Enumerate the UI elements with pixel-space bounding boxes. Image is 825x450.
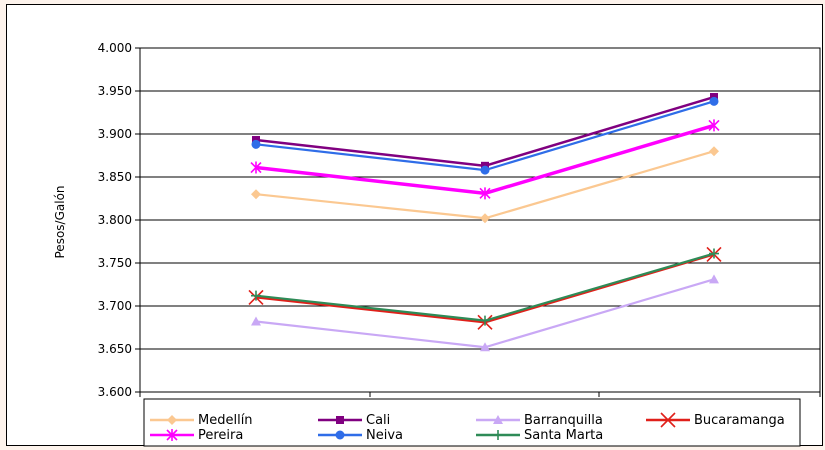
- legend-item: Bucaramanga: [646, 412, 785, 428]
- y-axis-label: Pesos/Galón: [53, 185, 67, 258]
- chart-frame: [6, 4, 823, 446]
- data-point: [709, 96, 719, 106]
- series-barranquilla: [251, 274, 719, 352]
- legend-marker: [336, 416, 344, 424]
- legend-label: Neiva: [366, 428, 403, 443]
- series-line: [255, 123, 715, 196]
- legend-item: Barranquilla: [476, 413, 603, 428]
- legend-marker: [493, 430, 503, 440]
- y-tick-label: 3.700: [98, 299, 132, 313]
- data-point: [251, 189, 261, 200]
- y-tick-label: 3.950: [98, 84, 132, 98]
- legend-label: Bucaramanga: [694, 413, 785, 428]
- series-line: [255, 150, 715, 220]
- legend-label: Barranquilla: [524, 413, 603, 428]
- data-point: [708, 119, 720, 132]
- legend-label: Medellín: [198, 413, 253, 428]
- y-tick-label: 3.750: [98, 256, 132, 270]
- legend-item: Pereira: [150, 428, 243, 443]
- data-point: [480, 342, 490, 352]
- legend-label: Pereira: [198, 428, 243, 443]
- data-point: [709, 248, 719, 259]
- series-medellín: [251, 146, 719, 224]
- legend-item: Medellín: [150, 413, 253, 428]
- legend-marker: [166, 429, 178, 441]
- series-cali: [252, 93, 718, 170]
- legend-item: Cali: [318, 413, 390, 428]
- data-point: [250, 161, 262, 174]
- legend-marker: [335, 430, 345, 440]
- y-tick-label: 3.600: [98, 385, 132, 399]
- legend-label: Santa Marta: [524, 428, 603, 443]
- legend-item: Santa Marta: [476, 428, 603, 443]
- series-neiva: [251, 96, 719, 175]
- y-tick-label: 3.800: [98, 213, 132, 227]
- legend: Medellín Cali Barranquilla Bucaramanga Perei…: [150, 412, 785, 443]
- y-axis-ticks: 3.600 3.650 3.700 3.750 3.800 3.850 3.900 3.950…: [98, 41, 140, 399]
- series-line: [255, 252, 715, 322]
- legend-box: [143, 398, 801, 447]
- data-point: [709, 274, 719, 284]
- series-line: [255, 253, 715, 324]
- series-line: [255, 278, 715, 349]
- series-pereira: [250, 119, 720, 200]
- data-point: [480, 213, 490, 224]
- legend-marker: [493, 415, 503, 424]
- series-santa-marta: [251, 248, 719, 326]
- legend-item: Neiva: [318, 428, 403, 443]
- legend-marker: [167, 415, 177, 425]
- data-point: [251, 290, 261, 301]
- legend-label: Cali: [366, 413, 390, 428]
- x-axis-ticks: [139, 392, 821, 397]
- data-point: [709, 146, 719, 157]
- y-tick-label: 3.900: [98, 127, 132, 141]
- data-point: [479, 187, 491, 200]
- data-point: [480, 165, 490, 175]
- data-point: [480, 315, 490, 326]
- data-point: [251, 139, 261, 149]
- y-tick-label: 4.000: [98, 41, 132, 55]
- legend-marker: [660, 412, 676, 428]
- series-line: [255, 95, 715, 168]
- y-tick-label: 3.650: [98, 342, 132, 356]
- series-layer: [248, 93, 722, 352]
- y-tick-label: 3.850: [98, 170, 132, 184]
- series-line: [255, 100, 715, 172]
- data-point: [251, 316, 261, 326]
